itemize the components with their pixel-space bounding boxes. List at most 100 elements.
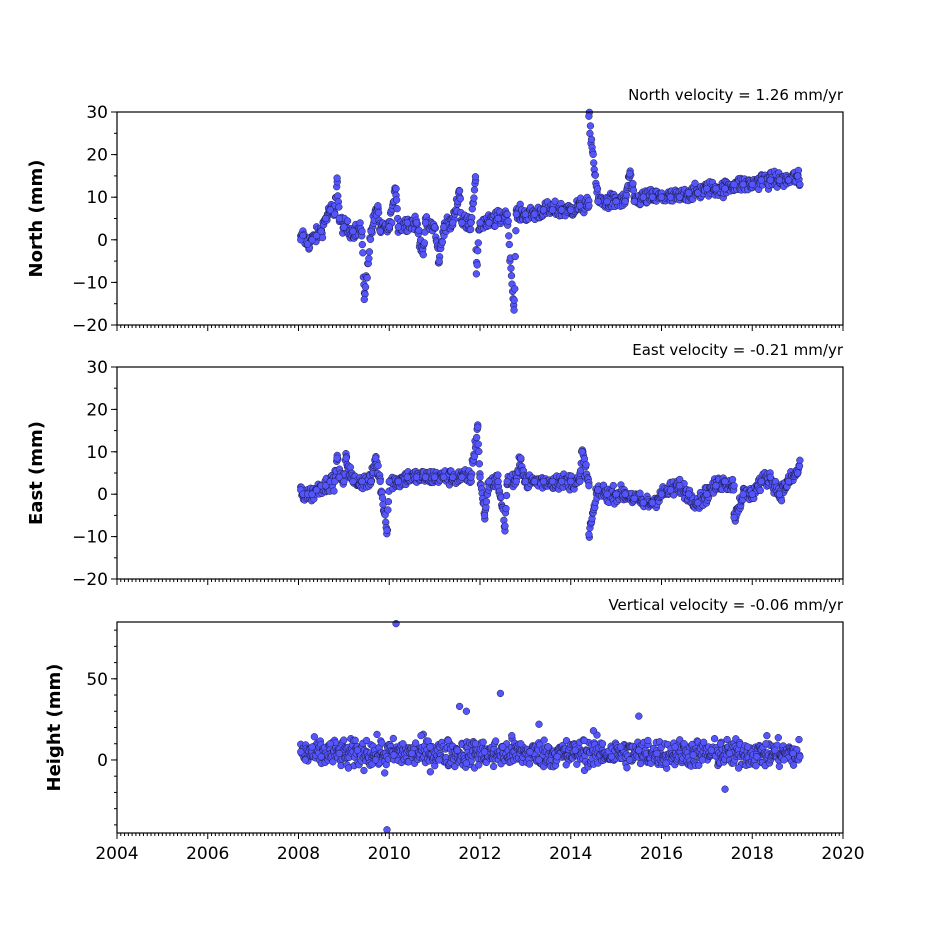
height-point bbox=[426, 768, 435, 776]
east-data-point bbox=[657, 490, 666, 498]
east-data-point bbox=[796, 456, 804, 464]
height-data-point bbox=[744, 743, 752, 751]
height-point bbox=[337, 761, 345, 770]
height-point bbox=[763, 731, 771, 740]
height-data-point bbox=[517, 740, 525, 748]
height-point bbox=[479, 738, 487, 746]
height-data-point bbox=[455, 702, 464, 711]
north-point bbox=[512, 227, 520, 235]
north-data-point bbox=[458, 219, 466, 227]
north-point bbox=[334, 192, 342, 200]
north-data-point bbox=[657, 193, 666, 201]
height-point bbox=[525, 760, 534, 768]
height-data-point bbox=[499, 743, 507, 751]
height-x-tick-label: 2014 bbox=[549, 844, 592, 864]
north-data-point bbox=[374, 202, 382, 210]
north-data-point bbox=[358, 227, 366, 235]
east-data-point bbox=[376, 477, 384, 486]
east-point bbox=[475, 460, 484, 468]
height-data-point bbox=[383, 826, 391, 834]
north-point bbox=[507, 264, 515, 272]
north-data-point bbox=[317, 227, 325, 235]
height-data-point bbox=[753, 753, 761, 761]
north-data-point bbox=[648, 193, 657, 201]
east-data-point bbox=[503, 477, 511, 486]
height-data-point bbox=[308, 743, 316, 751]
east-point bbox=[576, 466, 585, 475]
height-data-point bbox=[617, 743, 625, 751]
height-data-point bbox=[635, 712, 643, 720]
north-data-point bbox=[331, 210, 339, 218]
height-x-tick-label: 2008 bbox=[277, 844, 320, 864]
height-data-point bbox=[707, 746, 716, 754]
east-data-point bbox=[793, 469, 802, 477]
east-data-point bbox=[430, 473, 439, 481]
east-data-point bbox=[712, 482, 720, 490]
east-data-point bbox=[603, 490, 611, 498]
east-point bbox=[502, 504, 510, 513]
north-data-point bbox=[603, 197, 611, 206]
north-point bbox=[507, 272, 516, 280]
east-data-point bbox=[630, 494, 638, 503]
east-y-tick-label: 10 bbox=[86, 443, 108, 463]
height-point bbox=[775, 762, 784, 771]
east-point bbox=[502, 491, 511, 500]
north-data-point bbox=[576, 202, 584, 210]
height-data-point bbox=[571, 746, 579, 754]
north-y-axis-label: North (mm) bbox=[26, 160, 47, 278]
east-y-tick-label: 30 bbox=[86, 358, 108, 378]
north-data-point bbox=[299, 231, 307, 240]
north-point bbox=[505, 240, 513, 249]
north-data-point bbox=[326, 206, 334, 214]
height-point bbox=[351, 736, 359, 744]
east-data-point bbox=[480, 511, 489, 520]
north-data-point bbox=[476, 219, 484, 227]
east-data-point bbox=[517, 454, 525, 462]
north-data-point bbox=[340, 223, 348, 231]
height-data-point bbox=[526, 748, 534, 756]
height-point bbox=[774, 733, 782, 742]
height-data-point bbox=[716, 740, 725, 748]
east-panel: −20 −10 0 10 20 30 East velocity = -0.21 mm/yr… bbox=[26, 341, 844, 590]
north-y-tick-label: 30 bbox=[86, 103, 108, 123]
height-data-point bbox=[671, 743, 679, 751]
east-data-point bbox=[458, 473, 466, 481]
height-point bbox=[623, 764, 631, 772]
north-data-point bbox=[313, 231, 321, 240]
height-data-point bbox=[353, 746, 362, 754]
east-data-point bbox=[476, 473, 484, 481]
north-point bbox=[366, 235, 375, 244]
height-y-tick-label: 50 bbox=[86, 670, 108, 690]
east-data-point bbox=[403, 473, 412, 481]
north-data-point bbox=[712, 185, 720, 193]
east-data-point bbox=[383, 526, 391, 534]
east-data-point bbox=[739, 490, 747, 498]
height-data-point bbox=[580, 736, 589, 745]
east-data-point bbox=[775, 490, 784, 498]
height-data-point bbox=[335, 749, 343, 758]
north-point bbox=[393, 205, 401, 213]
north-y-tick-label: −10 bbox=[72, 273, 108, 293]
east-data-point bbox=[757, 477, 765, 486]
height-data-point bbox=[471, 740, 480, 748]
north-data-point bbox=[676, 193, 684, 201]
north-point bbox=[691, 179, 699, 187]
north-data-point bbox=[421, 219, 430, 227]
north-data-point bbox=[639, 193, 647, 201]
north-data-point bbox=[630, 197, 638, 206]
height-point bbox=[492, 737, 500, 745]
east-point bbox=[330, 487, 338, 495]
east-point bbox=[494, 471, 502, 479]
height-x-tick-label: 2004 bbox=[95, 844, 138, 864]
height-data-point bbox=[417, 731, 425, 740]
north-data-point bbox=[784, 176, 793, 184]
north-panel: −20 −10 0 10 20 30 North velocity = 1.26 mm/yr… bbox=[26, 86, 844, 336]
north-data-point bbox=[430, 223, 439, 231]
east-data-point bbox=[567, 477, 575, 486]
north-point bbox=[361, 283, 370, 291]
east-point bbox=[378, 494, 387, 502]
north-data-point bbox=[510, 306, 518, 314]
height-y-axis-label: Height (mm) bbox=[44, 664, 65, 792]
height-data-point bbox=[444, 736, 452, 745]
